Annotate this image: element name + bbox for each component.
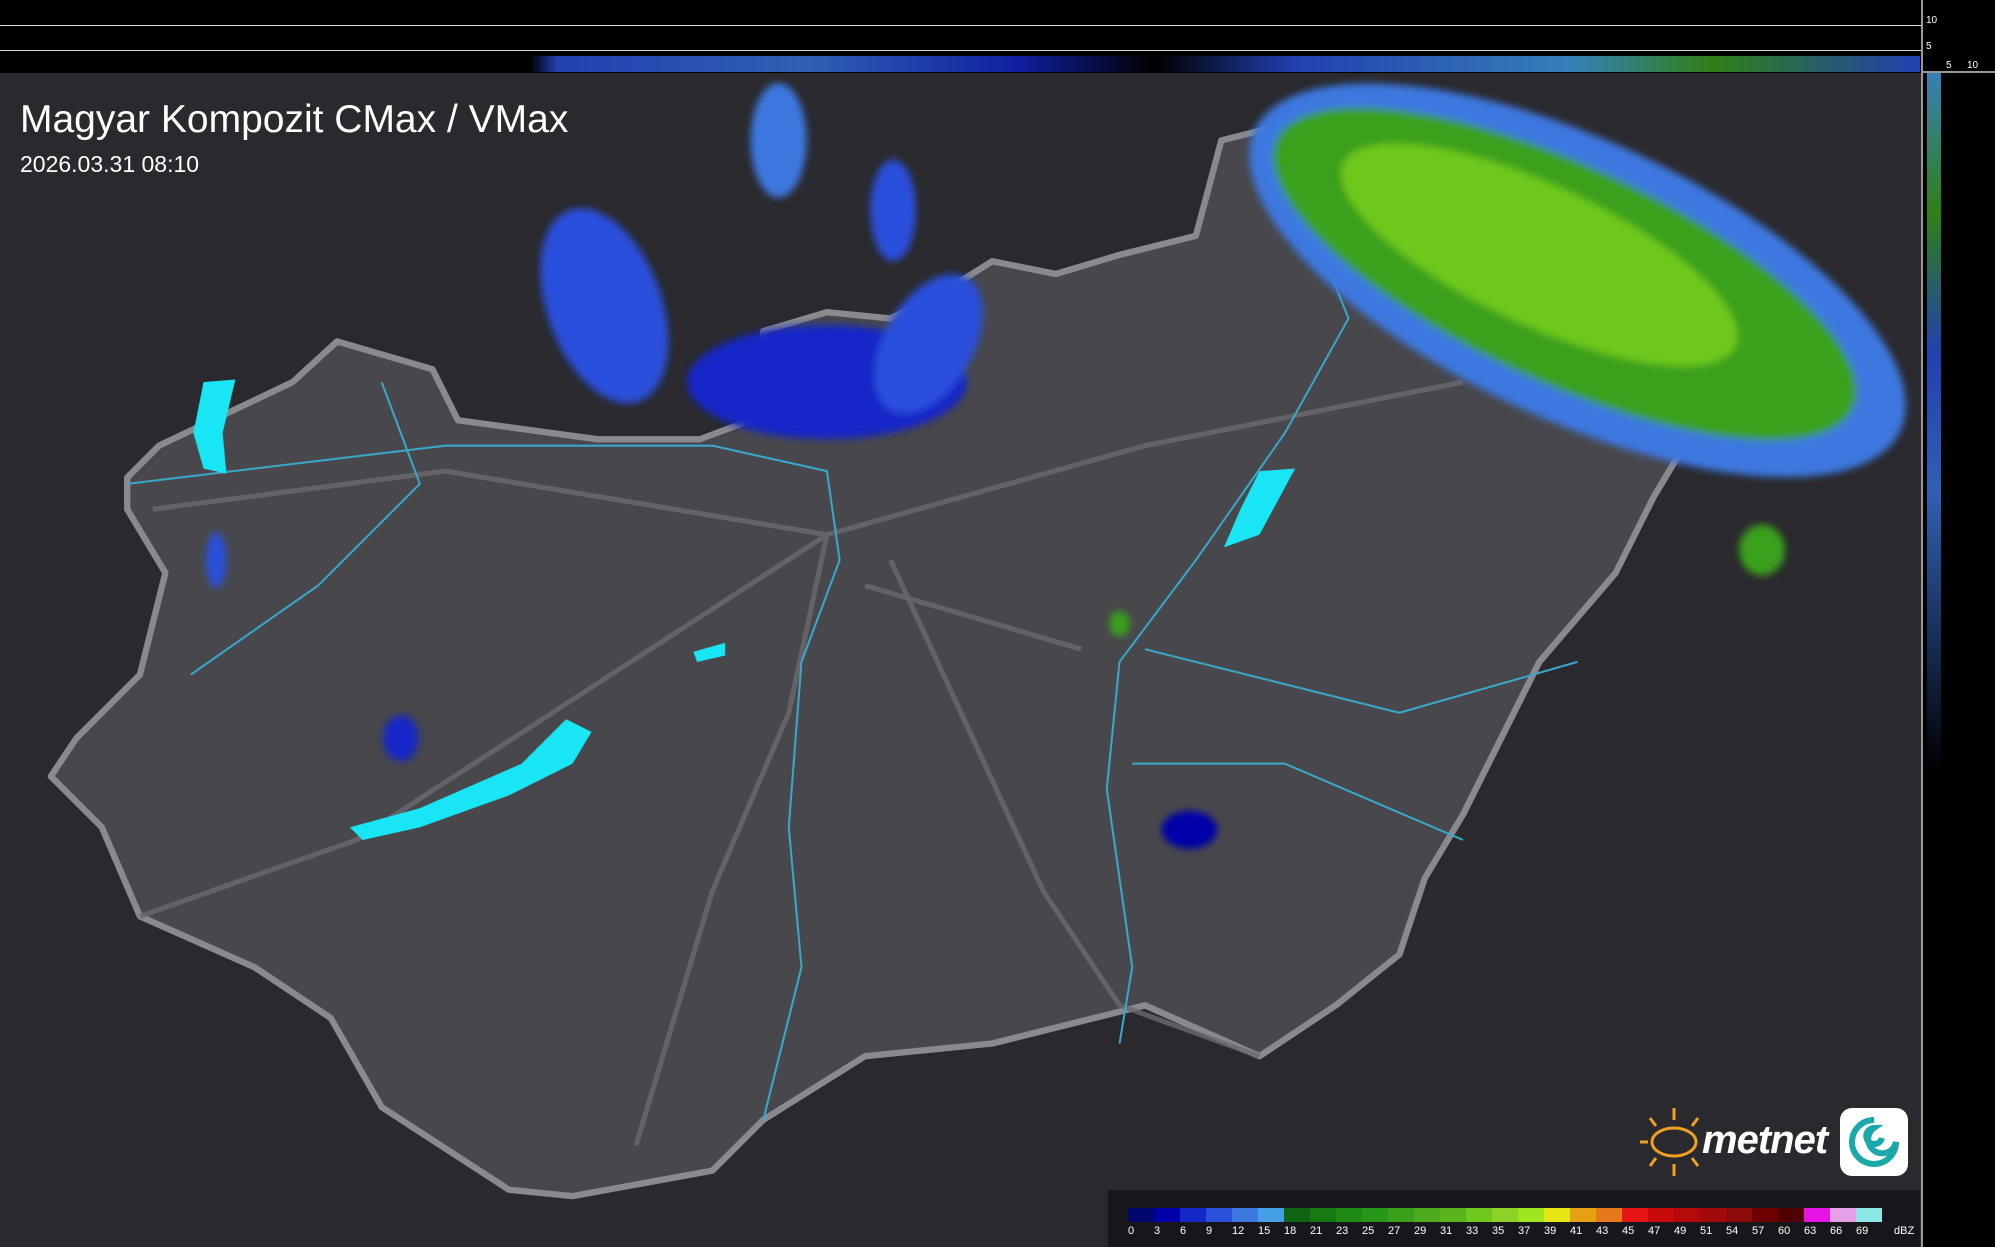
axis-tick-label: 10 (1967, 60, 1979, 71)
legend-label: 29 (1414, 1225, 1427, 1237)
legend-swatch (1544, 1208, 1570, 1222)
profile-echoes (1927, 73, 1941, 773)
legend-swatch (1596, 1208, 1622, 1222)
legend-swatch (1180, 1208, 1206, 1222)
legend-swatch (1310, 1208, 1336, 1222)
legend-swatch (1232, 1208, 1258, 1222)
lake-velence (693, 642, 726, 662)
page-title: Magyar Kompozit CMax / VMax (20, 98, 569, 141)
lake-tisza (1223, 468, 1296, 548)
legend-swatches (1128, 1208, 1882, 1222)
legend-swatch (1674, 1208, 1700, 1222)
radar-echoes (206, 83, 1906, 849)
legend-label: 41 (1570, 1225, 1583, 1237)
legend-label: 66 (1830, 1225, 1843, 1237)
legend-label: 0 (1128, 1225, 1135, 1237)
legend-label: 15 (1258, 1225, 1271, 1237)
legend-swatch (1778, 1208, 1804, 1222)
legend-label: 69 (1856, 1225, 1869, 1237)
legend-label: 6 (1180, 1225, 1187, 1237)
legend-swatch (1388, 1208, 1414, 1222)
legend-swatch (1258, 1208, 1284, 1222)
legend-swatch (1830, 1208, 1856, 1222)
legend-swatch (1752, 1208, 1778, 1222)
swirl-icon (1840, 1108, 1908, 1176)
side-profile-strip: 10 5 5 10 (1921, 0, 1995, 1247)
legend-label: 21 (1310, 1225, 1323, 1237)
legend-label: 49 (1674, 1225, 1687, 1237)
legend-label: 47 (1648, 1225, 1661, 1237)
legend-swatch (1128, 1208, 1154, 1222)
legend-label: 18 (1284, 1225, 1297, 1237)
legend-swatch (1284, 1208, 1310, 1222)
legend-swatch (1414, 1208, 1440, 1222)
legend-unit: dBZ (1894, 1225, 1915, 1237)
legend-swatch (1726, 1208, 1752, 1222)
axis-line (1923, 71, 1995, 73)
lake-balaton (349, 719, 592, 840)
legend-swatch (1622, 1208, 1648, 1222)
legend-label: 23 (1336, 1225, 1349, 1237)
legend-label: 12 (1232, 1225, 1245, 1237)
axis-tick-label: 5 (1926, 41, 1932, 52)
legend-label: 37 (1518, 1225, 1531, 1237)
legend-label: 57 (1752, 1225, 1765, 1237)
profile-gridline (0, 25, 1921, 26)
legend-swatch (1336, 1208, 1362, 1222)
lake-ferto (193, 379, 236, 474)
metnet-logo: metnet (1636, 1104, 1912, 1180)
roads (139, 379, 1464, 1146)
legend-label: 27 (1388, 1225, 1401, 1237)
legend-swatch (1492, 1208, 1518, 1222)
legend-swatch (1570, 1208, 1596, 1222)
sun-icon (1640, 1108, 1700, 1176)
legend-label: 31 (1440, 1225, 1453, 1237)
legend-label: 51 (1700, 1225, 1713, 1237)
legend-swatch (1648, 1208, 1674, 1222)
legend-label: 63 (1804, 1225, 1817, 1237)
legend-label: 33 (1466, 1225, 1479, 1237)
legend-label: 39 (1544, 1225, 1557, 1237)
lakes (193, 379, 1296, 840)
legend-label: 3 (1154, 1225, 1161, 1237)
axis-tick-label: 10 (1926, 15, 1938, 26)
rivers (127, 127, 1578, 1121)
legend-swatch (1700, 1208, 1726, 1222)
legend-swatch (1206, 1208, 1232, 1222)
legend-label: 60 (1778, 1225, 1791, 1237)
legend-label: 43 (1596, 1225, 1609, 1237)
color-legend: 0 3 6 9 12 15 18 21 23 25 27 29 31 33 35 37 39 41 43 45 47 49… (1108, 1190, 1920, 1247)
top-profile-band (0, 0, 1921, 73)
legend-label: 35 (1492, 1225, 1505, 1237)
legend-swatch (1466, 1208, 1492, 1222)
logo-text: metnet (1702, 1118, 1828, 1162)
legend-label: 25 (1362, 1225, 1375, 1237)
axis-tick-label: 5 (1946, 60, 1952, 71)
legend-swatch (1518, 1208, 1544, 1222)
timestamp: 2026.03.31 08:10 (20, 151, 200, 177)
profile-gridline (0, 50, 1921, 51)
legend-swatch (1154, 1208, 1180, 1222)
legend-swatch (1440, 1208, 1466, 1222)
legend-label: 9 (1206, 1225, 1213, 1237)
legend-label: 45 (1622, 1225, 1635, 1237)
legend-swatch (1804, 1208, 1830, 1222)
legend-swatch (1362, 1208, 1388, 1222)
legend-swatch (1856, 1208, 1882, 1222)
radar-map[interactable] (0, 73, 1921, 1247)
legend-label: 54 (1726, 1225, 1739, 1237)
profile-echoes (530, 56, 1920, 72)
legend-labels: 0 3 6 9 12 15 18 21 23 25 27 29 31 33 35 37 39 41 43 45 47 49… (1128, 1225, 1882, 1237)
